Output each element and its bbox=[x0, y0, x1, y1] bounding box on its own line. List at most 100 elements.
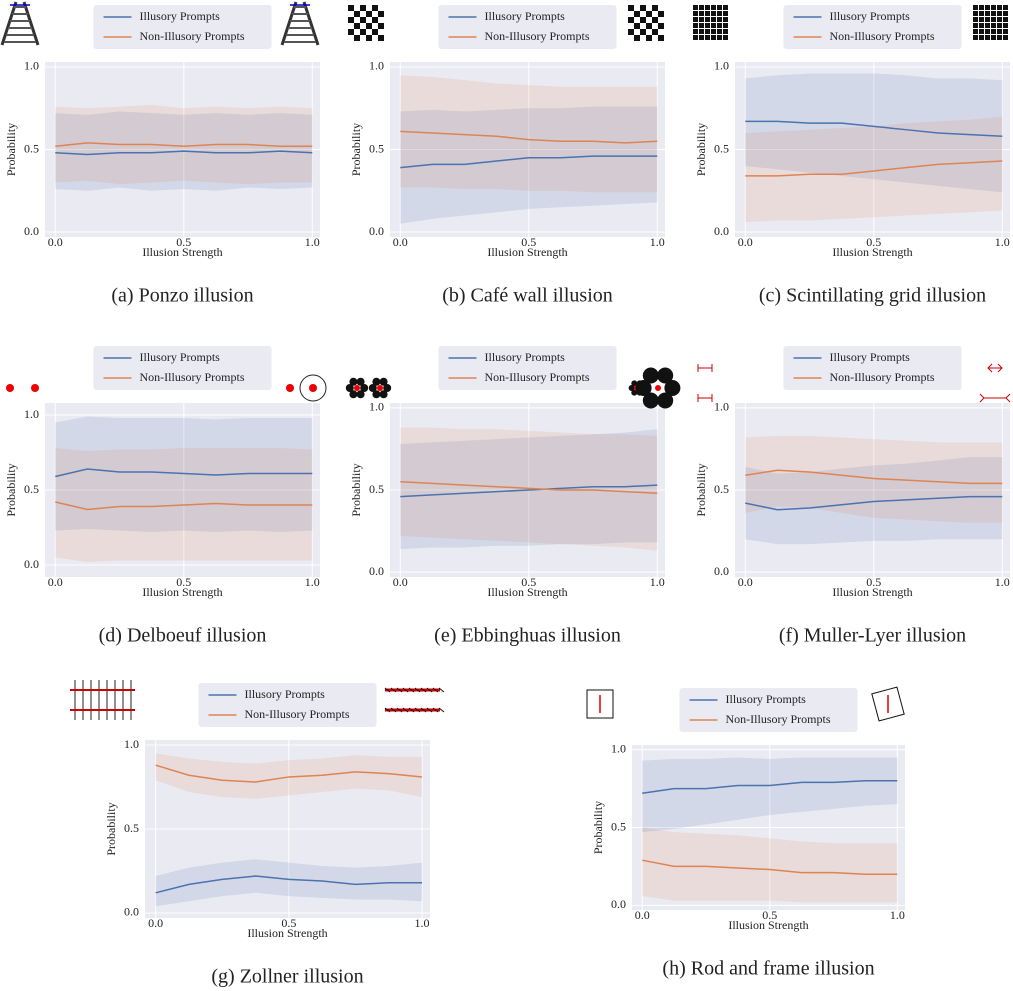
icon bbox=[6, 384, 14, 392]
icon bbox=[426, 687, 433, 693]
y-tick-label: 1.0 bbox=[369, 59, 384, 73]
icon bbox=[372, 377, 381, 386]
x-tick-label: 0.5 bbox=[281, 916, 296, 930]
y-tick-label: 0.5 bbox=[714, 141, 729, 155]
icon bbox=[973, 29, 978, 34]
illusion-icons bbox=[697, 363, 1011, 403]
series-line bbox=[642, 859, 898, 875]
icon bbox=[985, 35, 990, 40]
icon bbox=[432, 687, 439, 693]
legend-label: Non-Illusory Prompts bbox=[830, 29, 935, 43]
y-tick-label: 1.0 bbox=[611, 741, 626, 755]
y-tick-label: 0.0 bbox=[24, 557, 39, 571]
icon bbox=[991, 11, 996, 16]
icon bbox=[378, 11, 384, 17]
icon bbox=[379, 390, 388, 399]
icon bbox=[408, 707, 415, 713]
y-axis-label: Probability bbox=[349, 123, 363, 176]
icon bbox=[396, 687, 403, 693]
legend-box bbox=[198, 683, 377, 727]
x-tick-label: 1.0 bbox=[890, 908, 905, 922]
x-tick-label: 0.0 bbox=[48, 575, 63, 589]
icon bbox=[657, 392, 674, 409]
x-axis-label: Illusion Strength bbox=[487, 245, 567, 259]
icon bbox=[693, 11, 698, 16]
icon bbox=[354, 385, 360, 391]
icon bbox=[697, 364, 713, 402]
legend-label: Illusory Prompts bbox=[140, 350, 221, 364]
x-tick-label: 0.5 bbox=[866, 235, 881, 249]
x-tick-label: 0.0 bbox=[48, 235, 63, 249]
icon bbox=[372, 5, 378, 11]
x-axis-label: Illusion Strength bbox=[142, 585, 222, 599]
y-tick-label: 0.0 bbox=[714, 564, 729, 578]
icon bbox=[705, 29, 710, 34]
icon bbox=[426, 707, 433, 713]
y-axis-label: Probability bbox=[4, 463, 18, 516]
caption: (f) Muller-Lyer illusion bbox=[779, 625, 966, 647]
icon bbox=[299, 374, 327, 402]
icon bbox=[368, 384, 377, 392]
icon bbox=[985, 23, 990, 28]
legend-box bbox=[679, 688, 858, 732]
icon bbox=[280, 1, 320, 46]
icon bbox=[705, 35, 710, 40]
icon bbox=[354, 11, 360, 17]
icon bbox=[396, 707, 403, 713]
series-line bbox=[745, 469, 1003, 485]
caption: (a) Ponzo illusion bbox=[111, 285, 253, 307]
x-tick-label: 1.0 bbox=[415, 916, 430, 930]
icon bbox=[717, 23, 722, 28]
icon bbox=[356, 377, 365, 386]
confidence-band bbox=[155, 753, 423, 799]
icon bbox=[705, 23, 710, 28]
icon bbox=[711, 17, 716, 22]
series-line bbox=[155, 875, 423, 894]
icon bbox=[628, 5, 634, 11]
icon bbox=[723, 23, 728, 28]
illusion-icons bbox=[0, 1, 320, 46]
icon bbox=[711, 23, 716, 28]
icon bbox=[723, 5, 728, 10]
x-axis-label: Illusion Strength bbox=[832, 585, 912, 599]
series-line bbox=[745, 495, 1003, 511]
icon bbox=[31, 384, 39, 392]
legend-label: Non-Illusory Prompts bbox=[830, 370, 935, 384]
confidence-band bbox=[400, 75, 658, 193]
icon bbox=[973, 17, 978, 22]
icon bbox=[723, 17, 728, 22]
y-tick-label: 0.0 bbox=[124, 905, 139, 919]
y-tick-label: 0.0 bbox=[24, 224, 39, 238]
x-tick-label: 0.0 bbox=[148, 916, 163, 930]
icon bbox=[372, 390, 381, 399]
icon bbox=[717, 29, 722, 34]
caption: (d) Delboeuf illusion bbox=[99, 625, 267, 647]
legend-label: Illusory Prompts bbox=[245, 687, 326, 701]
icon bbox=[345, 384, 354, 392]
icon bbox=[711, 35, 716, 40]
legend-label: Illusory Prompts bbox=[830, 350, 911, 364]
icon bbox=[991, 17, 996, 22]
y-tick-label: 0.5 bbox=[714, 482, 729, 496]
caption: (b) Café wall illusion bbox=[442, 285, 613, 307]
y-tick-label: 0.5 bbox=[24, 141, 39, 155]
confidence-band bbox=[745, 457, 1003, 545]
y-tick-label: 0.5 bbox=[124, 821, 139, 835]
icon bbox=[634, 11, 640, 17]
y-tick-label: 1.0 bbox=[24, 59, 39, 73]
icon bbox=[438, 707, 445, 713]
icon bbox=[997, 5, 1002, 10]
icon bbox=[366, 23, 372, 29]
icon bbox=[634, 23, 640, 29]
illusion-icons bbox=[6, 374, 327, 402]
icon bbox=[693, 23, 698, 28]
illusion-icons bbox=[348, 5, 664, 41]
y-tick-label: 1.0 bbox=[714, 400, 729, 414]
icon bbox=[286, 384, 294, 392]
icon bbox=[640, 17, 646, 23]
icon bbox=[377, 385, 383, 391]
y-axis-label: Probability bbox=[349, 463, 363, 516]
legend-label: Illusory Prompts bbox=[485, 350, 566, 364]
icon bbox=[628, 29, 634, 35]
icon bbox=[991, 29, 996, 34]
